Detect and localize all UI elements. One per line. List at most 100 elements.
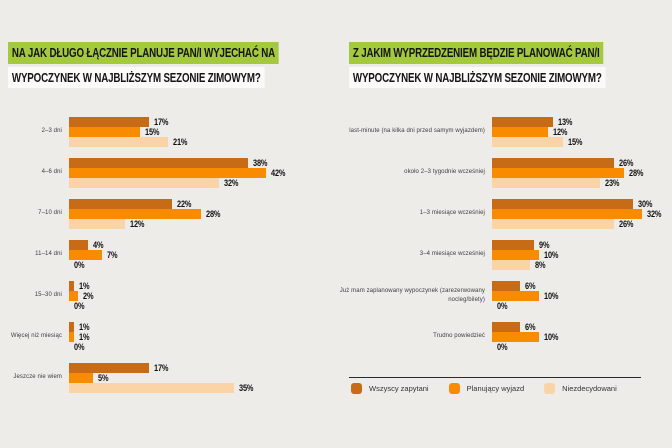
legend-swatch: [351, 383, 362, 394]
value-label: 13%: [558, 116, 573, 127]
value-label: 38%: [252, 157, 267, 168]
value-label: 12%: [130, 218, 145, 229]
legend-swatch: [544, 383, 556, 394]
category-label: 3–4 miesiące wcześniej: [419, 251, 485, 258]
bar-niezdecydowani: [69, 218, 126, 229]
value-label: 17%: [153, 362, 169, 373]
bar-niezdecydowani: [492, 177, 601, 188]
bar-niezdecydowani: [492, 259, 530, 270]
bar-line: 12%: [69, 218, 223, 229]
chart-title-duration-line1: NA JAK DŁUGO ŁĄCZNIE PLANUJE PAN/I WYJEC…: [8, 42, 279, 64]
category-label: 15–30 dni: [34, 292, 62, 299]
value-label: 2%: [83, 290, 94, 301]
bar-line: 10%: [492, 331, 561, 342]
bar-group: 13% 12% 15%: [492, 116, 585, 147]
bar-group: 17% 15% 21%: [69, 116, 190, 147]
category-label: Już mam zaplanowany wypoczynek (zarezerw…: [339, 287, 485, 303]
bar-line: 38%: [69, 157, 289, 168]
value-label: 0%: [497, 300, 508, 311]
bar-wszyscy-zapytani: [69, 280, 74, 291]
value-label: 23%: [605, 177, 620, 188]
category-label: 11–14 dni: [35, 251, 62, 258]
legend-swatch: [448, 383, 460, 394]
bar-wszyscy-zapytani: [492, 157, 615, 168]
bar-line: 1%: [69, 321, 91, 332]
bar-line: 17%: [69, 116, 190, 127]
value-label: 32%: [224, 177, 239, 188]
bar-group: 6% 10% 0%: [492, 280, 561, 311]
category-label: Więcej niż miesiąc: [10, 333, 62, 340]
legend-item-planuj-cy-wyjazd: Planujący wyjazd: [448, 383, 524, 394]
category-label: 7–10 dni: [38, 210, 62, 217]
bar-wszyscy-zapytani: [69, 362, 149, 373]
value-label: 0%: [74, 300, 85, 311]
bar-wszyscy-zapytani: [69, 239, 88, 250]
category-label: 1–3 miesiące wcześniej: [419, 210, 485, 217]
bar-planuj-cy-wyjazd: [69, 167, 267, 178]
bar-planuj-cy-wyjazd: [492, 126, 549, 137]
value-label: 1%: [78, 280, 90, 291]
bar-line: 10%: [492, 249, 561, 260]
bar-line: 1%: [69, 331, 91, 342]
chart-title-planning: Z JAKIM WYPRZEDZENIEM BĘDZIE PLANOWAĆ PA…: [349, 42, 672, 91]
category-label: 2–3 dni: [41, 128, 62, 135]
bar-wszyscy-zapytani: [492, 239, 535, 250]
bar-line: 21%: [69, 136, 190, 147]
chart-row: 2–3 dni 17% 15% 21%: [0, 111, 289, 152]
bar-wszyscy-zapytani: [69, 116, 149, 127]
bar-line: 5%: [69, 372, 256, 383]
value-label: 1%: [78, 321, 90, 332]
bar-niezdecydowani: [69, 136, 168, 147]
bar-group: 1% 2% 0%: [69, 280, 96, 311]
bar-wszyscy-zapytani: [69, 198, 173, 209]
value-label: 0%: [497, 341, 508, 352]
bar-line: 28%: [492, 167, 646, 178]
chart-row: Już mam zaplanowany wypoczynek (zarezerw…: [320, 275, 665, 316]
chart-row: 1–3 miesiące wcześniej 30% 32% 26%: [320, 193, 665, 234]
value-label: 28%: [628, 167, 643, 178]
bar-line: 6%: [492, 321, 561, 332]
chart-row: last-minute (na kilka dni przed samym wy…: [320, 111, 665, 152]
bar-line: 32%: [492, 208, 665, 219]
bar-planuj-cy-wyjazd: [69, 249, 102, 260]
bar-planuj-cy-wyjazd: [69, 208, 201, 219]
chart-row: 7–10 dni 22% 28% 12%: [0, 193, 289, 234]
bar-plot-duration: 2–3 dni 17% 15% 21% 4–6 dni 38% 42% 32% 7–10 dni…: [0, 111, 289, 398]
bar-line: 42%: [69, 167, 289, 178]
bar-line: 13%: [492, 116, 585, 127]
value-label: 1%: [78, 331, 90, 342]
bar-group: 9% 10% 8%: [492, 239, 561, 270]
value-label: 6%: [525, 321, 536, 332]
category-label: 4–6 dni: [41, 169, 62, 176]
value-label: 10%: [544, 290, 559, 301]
category-label: około 2–3 tygodnie wcześniej: [404, 169, 485, 176]
chart-title-planning-line2: WYPOCZYNEK W NAJBLIŻSZYM SEZONIE ZIMOWYM…: [349, 66, 606, 88]
bar-planuj-cy-wyjazd: [492, 167, 624, 178]
bar-planuj-cy-wyjazd: [69, 290, 79, 301]
bar-line: 0%: [69, 260, 120, 270]
legend-divider: [349, 377, 641, 378]
chart-title-planning-line1: Z JAKIM WYPRZEDZENIEM BĘDZIE PLANOWAĆ PA…: [349, 42, 604, 64]
value-label: 17%: [153, 116, 169, 127]
value-label: 42%: [271, 167, 286, 178]
bar-planuj-cy-wyjazd: [69, 331, 74, 342]
value-label: 10%: [544, 331, 559, 342]
category-label: Jeszcze nie wiem: [13, 374, 62, 381]
bar-niezdecydowani: [69, 177, 220, 188]
bar-niezdecydowani: [69, 382, 234, 393]
bar-group: 30% 32% 26%: [492, 198, 665, 229]
chart-title-duration: NA JAK DŁUGO ŁĄCZNIE PLANUJE PAN/I WYJEC…: [8, 42, 355, 91]
value-label: 15%: [567, 136, 582, 147]
value-label: 0%: [74, 259, 85, 270]
bar-line: 8%: [492, 259, 561, 270]
bar-line: 7%: [69, 249, 120, 260]
bar-line: 15%: [69, 126, 190, 137]
bar-group: 4% 7% 0%: [69, 239, 120, 270]
bar-planuj-cy-wyjazd: [69, 126, 140, 137]
value-label: 6%: [525, 280, 536, 291]
bar-line: 12%: [492, 126, 585, 137]
bar-niezdecydowani: [492, 218, 615, 229]
bar-line: 1%: [69, 280, 96, 291]
value-label: 8%: [534, 259, 545, 270]
value-label: 32%: [647, 208, 662, 219]
